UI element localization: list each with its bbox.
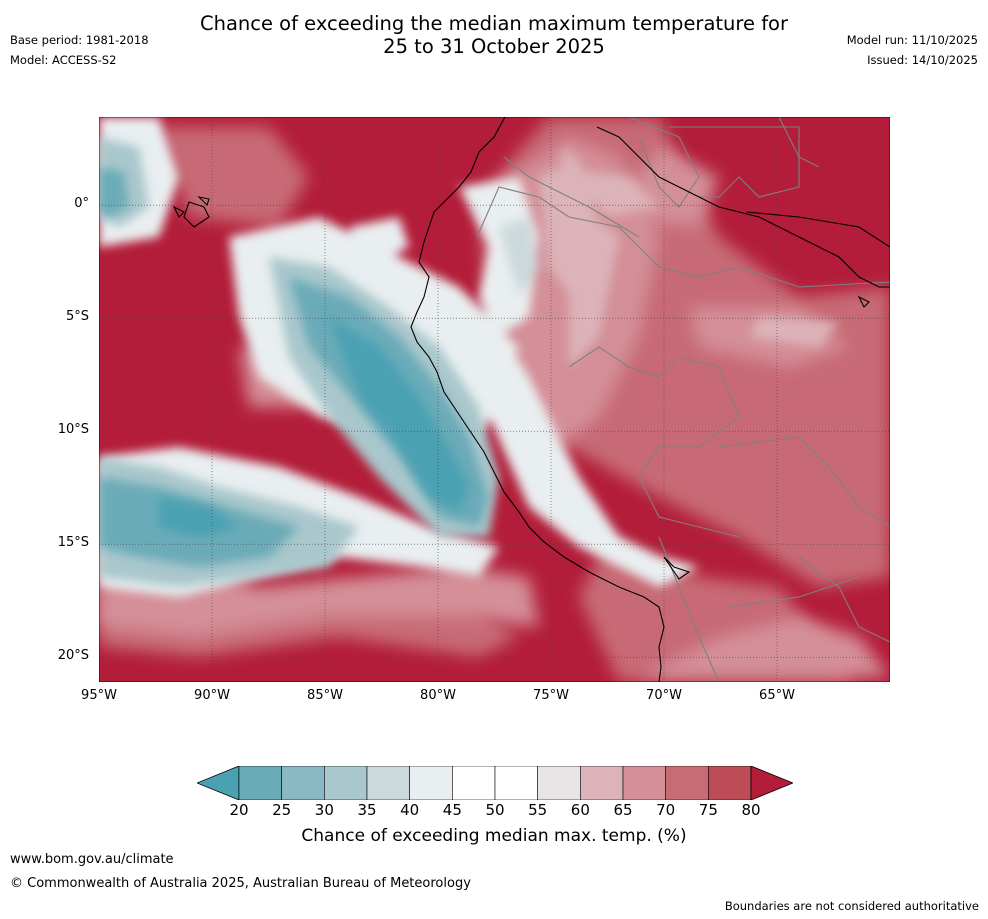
lat-label: 20°S (57, 648, 89, 664)
forecast-map (99, 117, 890, 682)
lon-label: 90°W (194, 688, 230, 703)
map-canvas (99, 117, 890, 682)
colorbar-tick: 80 (741, 801, 761, 819)
land-zone-60 (539, 147, 839, 367)
colorbar-tick: 35 (357, 801, 377, 819)
colorbar-segment (622, 765, 666, 801)
title-line-1: Chance of exceeding the median maximum t… (199, 12, 789, 35)
colorbar-segment (324, 765, 368, 801)
colorbar-tick: 20 (229, 801, 249, 819)
colorbar-tick: 60 (570, 801, 590, 819)
issued-text: Issued: 14/10/2025 (867, 53, 978, 67)
title-line-2: 25 to 31 October 2025 (383, 35, 605, 58)
colorbar-extend-low (195, 765, 240, 801)
ocean-zone-20 (159, 317, 469, 537)
map-title: Chance of exceeding the median maximum t… (0, 12, 988, 58)
colorbar-tick: 40 (400, 801, 420, 819)
colorbar-segment (537, 765, 581, 801)
lat-label: 0° (74, 196, 89, 212)
coastline (172, 117, 890, 682)
lon-label: 80°W (420, 688, 456, 703)
colorbar-tick: 30 (314, 801, 334, 819)
colorbar-segment (708, 765, 752, 801)
colorbar-tick: 55 (528, 801, 548, 819)
footer-url: www.bom.gov.au/climate (10, 852, 174, 867)
colorbar-tick: 25 (272, 801, 292, 819)
model-run-text: Model run: 11/10/2025 (846, 33, 978, 47)
colorbar-segment (409, 765, 453, 801)
colorbar-segment (580, 765, 624, 801)
colorbar-tick: 50 (485, 801, 505, 819)
colorbar-tick: 70 (656, 801, 676, 819)
model-text: Model: ACCESS-S2 (10, 53, 117, 67)
header-meta-left: Base period: 1981-2018 Model: ACCESS-S2 (10, 30, 149, 70)
colorbar-tick: 45 (442, 801, 462, 819)
colorbar (195, 765, 795, 801)
footer-copyright: © Commonwealth of Australia 2025, Austra… (10, 876, 471, 891)
colorbar-tick: 65 (613, 801, 633, 819)
header-meta-right: Model run: 11/10/2025 Issued: 14/10/2025 (847, 30, 978, 70)
lon-label: 95°W (81, 688, 117, 703)
lon-label: 70°W (646, 688, 682, 703)
lat-label: 10°S (57, 422, 89, 438)
country-borders (476, 117, 890, 682)
lat-label: 15°S (57, 535, 89, 551)
graticule (99, 117, 890, 682)
colorbar-segment (494, 765, 538, 801)
colorbar-extend-high (750, 765, 795, 801)
colorbar-segment (281, 765, 325, 801)
lon-label: 65°W (759, 688, 795, 703)
base-period-text: Base period: 1981-2018 (10, 33, 149, 47)
footer-disclaimer: Boundaries are not considered authoritat… (724, 899, 979, 913)
colorbar-segment (452, 765, 496, 801)
probability-field (99, 117, 890, 682)
lon-label: 85°W (307, 688, 343, 703)
colorbar-tick: 75 (698, 801, 718, 819)
lon-label: 75°W (533, 688, 569, 703)
colorbar-segment (238, 765, 282, 801)
lat-label: 5°S (65, 309, 89, 325)
colorbar-graphic (195, 765, 795, 801)
colorbar-segment (665, 765, 709, 801)
colorbar-label: Chance of exceeding median max. temp. (%… (301, 826, 687, 846)
colorbar-segment (366, 765, 410, 801)
